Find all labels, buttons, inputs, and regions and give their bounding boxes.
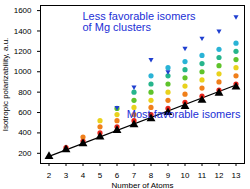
svg-text:Most favorable isomers: Most favorable isomers <box>127 108 241 120</box>
svg-text:200: 200 <box>18 149 32 158</box>
svg-text:400: 400 <box>18 128 32 137</box>
svg-text:Number of Atoms: Number of Atoms <box>112 181 174 189</box>
svg-text:800: 800 <box>18 88 32 97</box>
svg-text:2: 2 <box>47 171 52 180</box>
svg-text:1600: 1600 <box>14 6 32 15</box>
svg-text:1000: 1000 <box>14 67 32 76</box>
svg-text:6: 6 <box>115 171 120 180</box>
svg-text:1400: 1400 <box>14 27 32 36</box>
svg-text:1200: 1200 <box>14 47 32 56</box>
svg-text:10: 10 <box>181 171 190 180</box>
svg-text:13: 13 <box>232 171 241 180</box>
svg-text:3: 3 <box>64 171 69 180</box>
svg-text:4: 4 <box>81 171 86 180</box>
svg-text:7: 7 <box>132 171 137 180</box>
svg-text:9: 9 <box>166 171 171 180</box>
svg-text:5: 5 <box>98 171 103 180</box>
svg-text:8: 8 <box>149 171 154 180</box>
svg-text:11: 11 <box>198 171 207 180</box>
svg-text:600: 600 <box>18 108 32 117</box>
svg-text:Less favorable isomersof Mg cl: Less favorable isomersof Mg clusters <box>83 10 197 34</box>
svg-text:12: 12 <box>215 171 224 180</box>
svg-text:Isotropic polarizability, a.u.: Isotropic polarizability, a.u. <box>1 38 10 132</box>
